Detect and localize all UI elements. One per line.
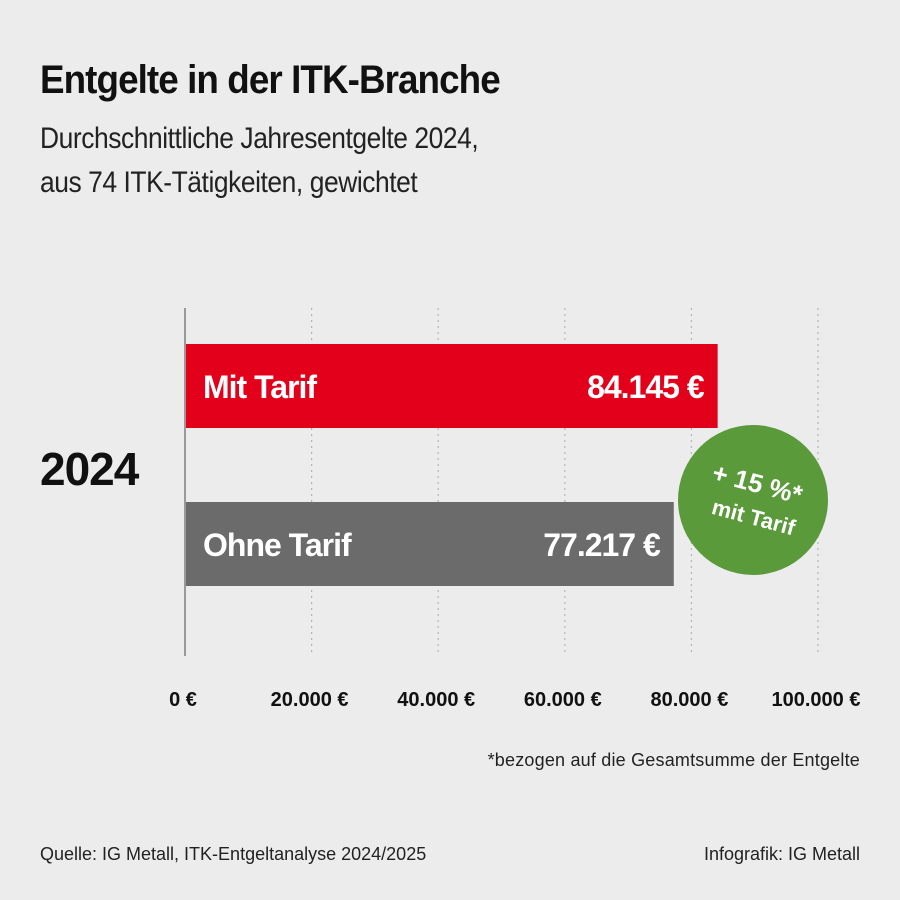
x-tick-label: 0 €: [169, 689, 197, 711]
bar: [185, 344, 718, 428]
footnote: *bezogen auf die Gesamtsumme der Entgelt…: [487, 750, 860, 770]
x-tick-label: 100.000 €: [772, 689, 861, 711]
bar-label: Mit Tarif: [203, 369, 317, 405]
chart-subtitle: Durchschnittliche Jahresentgelte 2024, a…: [40, 117, 479, 205]
subtitle-line-1: Durchschnittliche Jahresentgelte 2024,: [40, 122, 479, 155]
x-tick-label: 40.000 €: [397, 689, 475, 711]
bar-value-label: 77.217 €: [543, 527, 661, 563]
source-note: Quelle: IG Metall, ITK-Entgeltanalyse 20…: [40, 844, 427, 864]
chart-title: Entgelte in der ITK-Branche: [40, 58, 501, 102]
x-tick-label: 20.000 €: [271, 689, 349, 711]
bar-value-label: 84.145 €: [587, 369, 705, 405]
year-label: 2024: [40, 443, 139, 495]
bar-label: Ohne Tarif: [203, 527, 352, 563]
subtitle-line-2: aus 74 ITK-Tätigkeiten, gewichtet: [40, 166, 418, 199]
x-tick-label: 60.000 €: [524, 689, 602, 711]
bar: [185, 502, 674, 586]
x-tick-label: 80.000 €: [650, 689, 728, 711]
credit-note: Infografik: IG Metall: [703, 844, 860, 864]
increase-badge: [678, 425, 828, 575]
